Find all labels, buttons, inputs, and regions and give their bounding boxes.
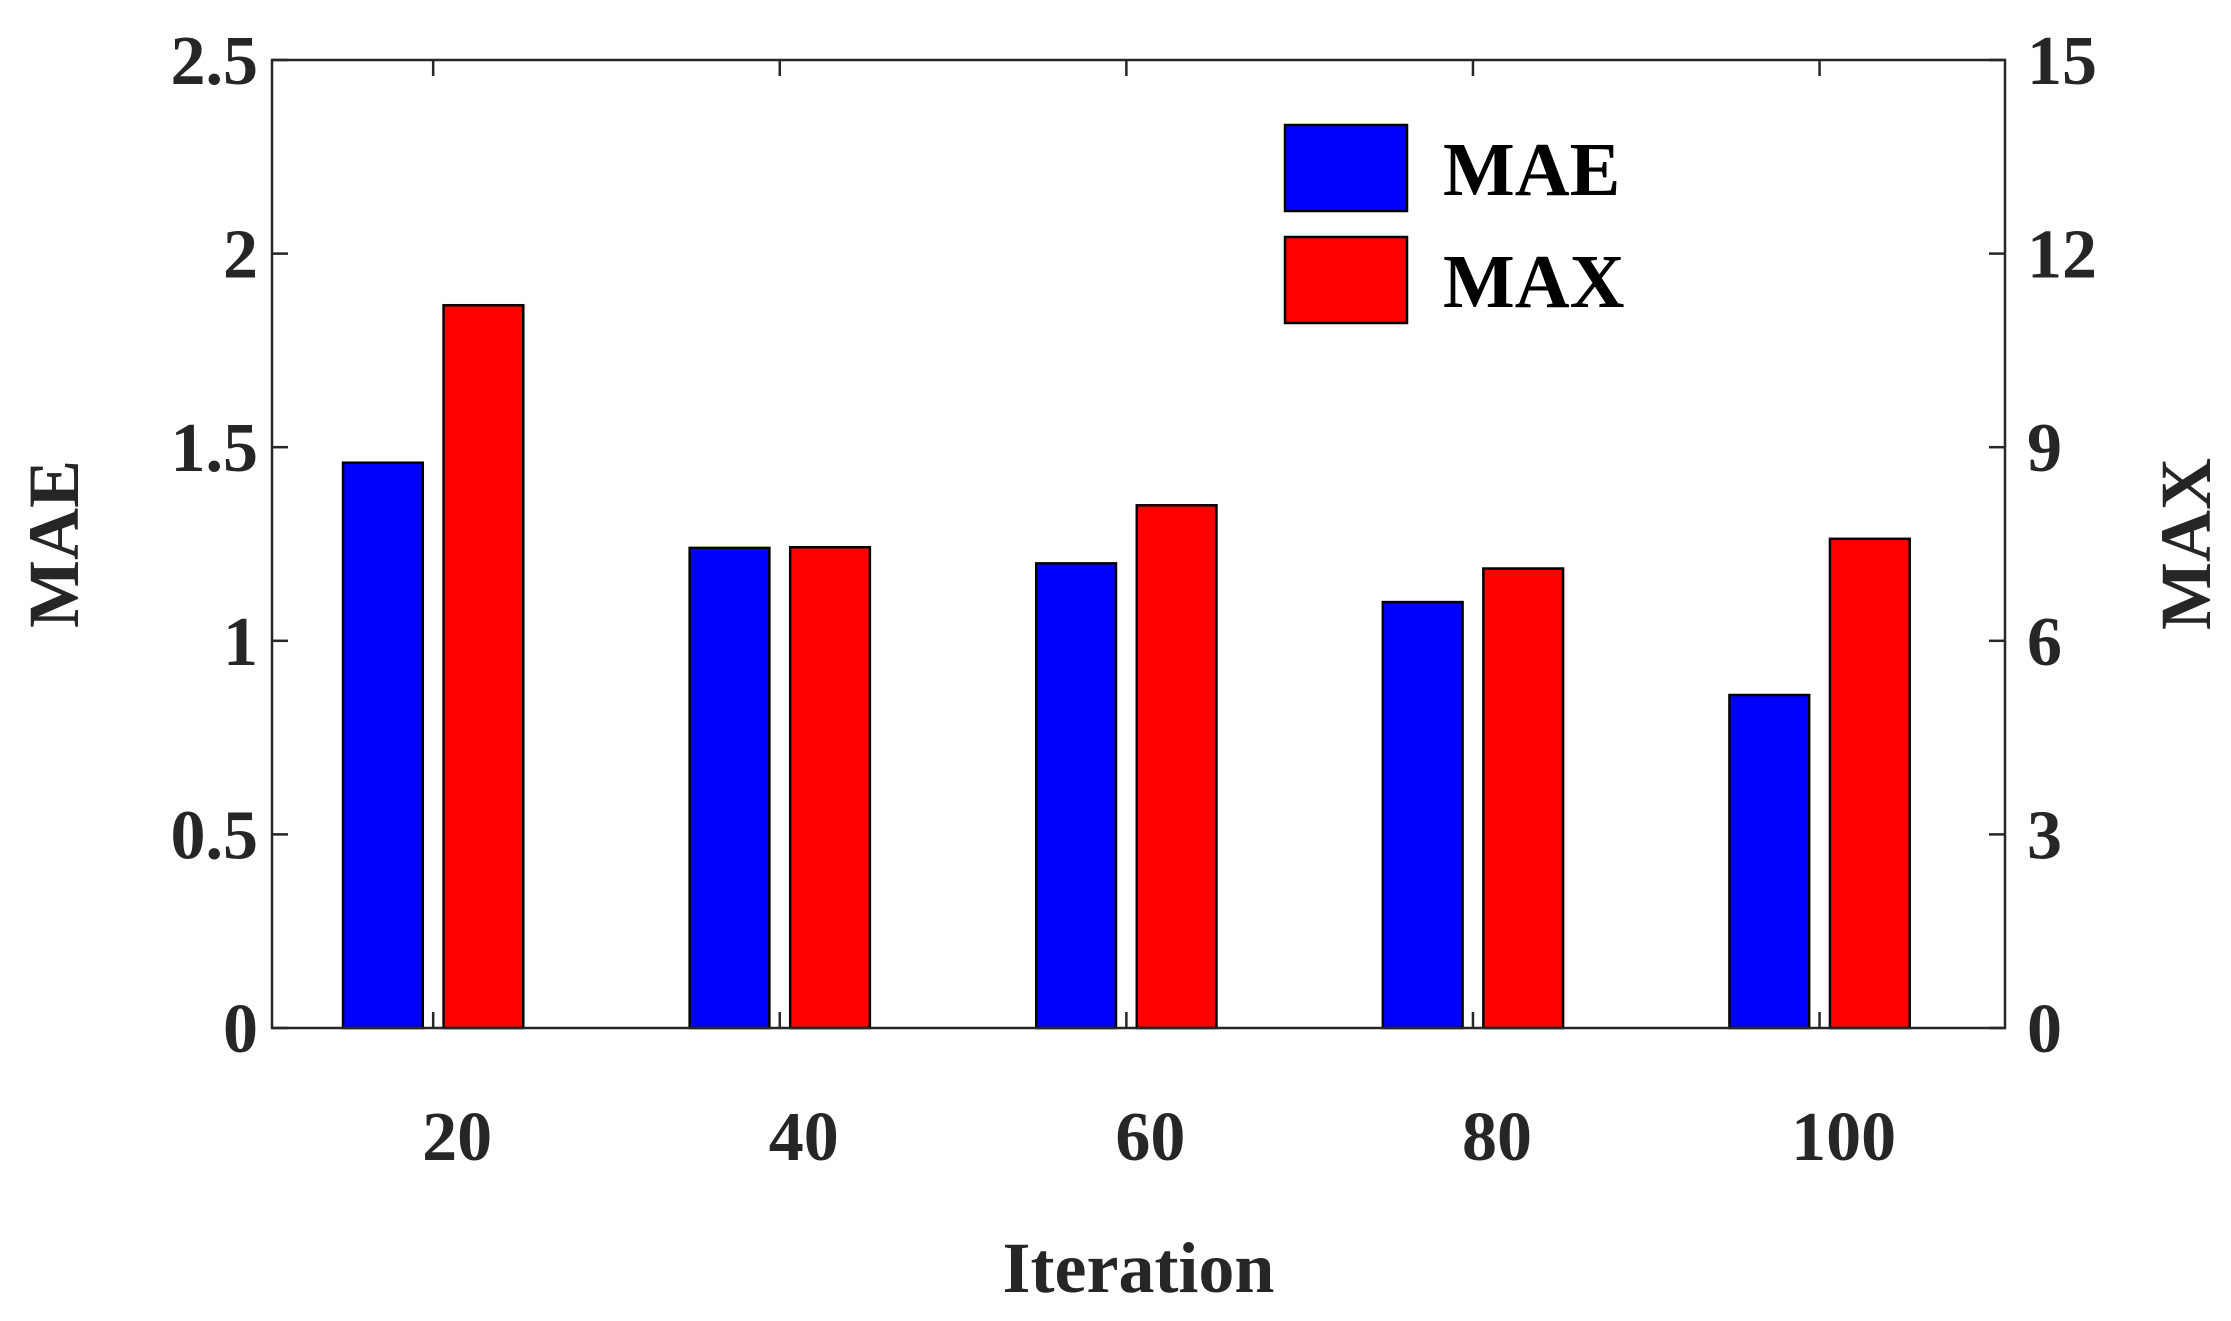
legend-swatch-max [1283,235,1409,325]
bar-mae-60 [1035,562,1118,1030]
bar-max-100 [1828,537,1911,1030]
bar-max-60 [1135,504,1218,1030]
y-right-tick-label: 0 [2027,991,2062,1068]
plot-frame [270,58,2007,1030]
y-right-tick-label: 15 [2027,23,2097,100]
y-right-tick-label: 3 [2027,797,2062,874]
y-left-tick-label: 1.5 [171,410,259,487]
y-right-tick-label: 12 [2027,217,2097,294]
legend-label-max: MAX [1443,240,1625,324]
y-axis-left-title: MAE [14,460,94,628]
y-left-tick-label: 0.5 [171,797,259,874]
y-right-tick-label: 6 [2027,604,2062,681]
x-tick-label: 100 [1791,1099,1896,1176]
x-tick-label: 40 [769,1099,839,1176]
y-axis-right-title: MAX [2146,458,2226,630]
bar-mae-40 [688,546,771,1030]
legend-label-mae: MAE [1443,128,1620,212]
x-axis-title: Iteration [1003,1228,1275,1308]
bar-mae-100 [1728,693,1811,1030]
y-left-tick-label: 0 [223,991,258,1068]
bar-max-80 [1482,567,1565,1030]
y-left-tick-label: 2 [223,217,258,294]
bar-mae-80 [1381,600,1464,1030]
x-tick-label: 60 [1115,1099,1185,1176]
y-left-tick-label: 1 [223,604,258,681]
x-tick-label: 80 [1462,1099,1532,1176]
bar-max-40 [788,545,872,1030]
legend: MAE MAX [1283,123,1625,325]
ticks-group: 0 0.5 1 1.5 2 2.5 0 3 6 9 12 15 20 40 60 80 100 [171,23,2098,1176]
y-right-tick-label: 9 [2027,410,2062,487]
legend-swatch-mae [1283,123,1409,213]
bars-group [341,303,1911,1030]
bar-max-20 [442,303,525,1030]
y-left-tick-label: 2.5 [171,23,259,100]
x-tick-label: 20 [422,1099,492,1176]
bar-mae-20 [341,461,425,1030]
